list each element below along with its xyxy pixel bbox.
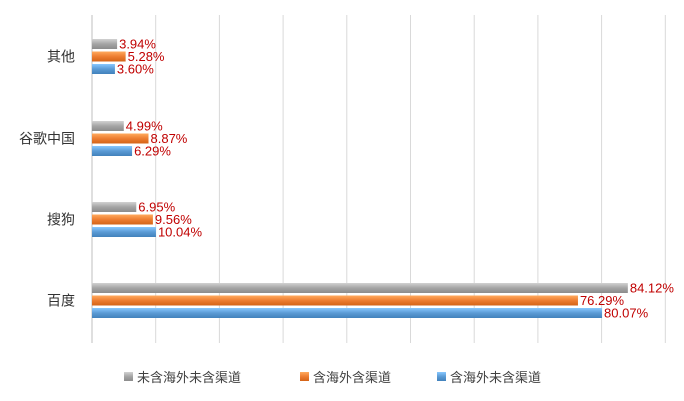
category-label: 其他 [47, 50, 75, 66]
legend-swatch [300, 372, 309, 381]
data-label: 80.07% [604, 306, 649, 321]
data-labels: 3.94%5.28%3.60% 4.99%8.87%6.29% 6.95%9.56%… [117, 37, 674, 321]
category-label: 百度 [47, 294, 75, 310]
data-label: 5.28% [128, 49, 165, 64]
data-label: 8.87% [151, 131, 188, 146]
bar [92, 202, 137, 212]
legend-label: 含海外含渠道 [313, 370, 391, 386]
legend-label: 含海外未含渠道 [450, 370, 541, 386]
data-label: 3.94% [119, 37, 156, 52]
legend-swatch [437, 372, 446, 381]
bar [92, 227, 156, 237]
bar [92, 51, 126, 62]
data-label: 84.12% [630, 281, 675, 296]
bar [92, 146, 133, 156]
bar [92, 214, 153, 225]
bar [92, 295, 578, 306]
bar [92, 308, 603, 318]
bar [92, 121, 124, 131]
data-label: 6.29% [134, 144, 171, 159]
bar [92, 64, 115, 74]
data-label: 6.95% [138, 200, 175, 215]
category-label: 搜狗 [47, 213, 75, 229]
bars [92, 39, 628, 318]
legend-label: 未含海外未含渠道 [137, 370, 241, 386]
gridlines [91, 15, 666, 343]
data-label: 4.99% [126, 119, 163, 134]
data-label: 76.29% [580, 293, 625, 308]
bar [92, 283, 628, 293]
bar [92, 39, 118, 49]
legend-swatch [124, 372, 133, 381]
category-label: 谷歌中国 [19, 132, 75, 148]
data-label: 9.56% [155, 212, 192, 227]
legend: 未含海外未含渠道 含海外含渠道 含海外未含渠道 [124, 370, 541, 386]
data-label: 3.60% [117, 62, 154, 77]
bar [92, 133, 149, 144]
data-label: 10.04% [158, 225, 203, 240]
